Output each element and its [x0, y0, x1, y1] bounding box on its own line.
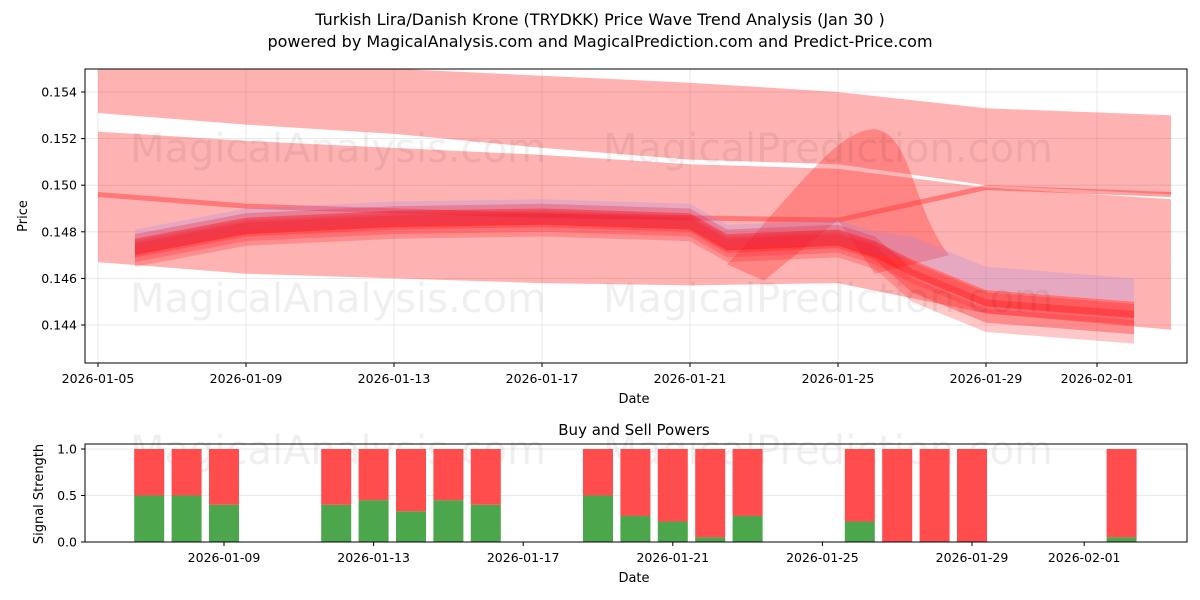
trend-ensemble-band — [135, 199, 1134, 302]
buy-bar — [732, 515, 763, 542]
bar-y-tick-label: 0.0 — [57, 535, 77, 550]
trend-ensemble-band — [135, 203, 1134, 335]
bar-y-label: Signal Strength — [32, 444, 47, 544]
chart-title: Turkish Lira/Danish Krone (TRYDKK) Price… — [315, 10, 885, 29]
y-tick-label: 0.148 — [41, 224, 77, 239]
peak-wave — [727, 129, 949, 281]
bar-x-tick-label: 2026-01-29 — [936, 550, 1009, 565]
sell-bar — [470, 449, 501, 505]
bar-x-axis: 2026-01-09 2026-01-13 2026-01-17 2026-01-21… — [188, 542, 1121, 565]
bar-chart-title: Buy and Sell Powers — [558, 421, 710, 439]
sell-bar — [882, 449, 913, 542]
sell-bar — [171, 449, 202, 496]
watermark-4: MagicalPrediction.com — [603, 276, 1053, 322]
buy-bar — [470, 504, 501, 542]
buy-bar — [620, 515, 651, 542]
x-tick-label: 2026-01-05 — [62, 371, 135, 386]
buy-bar — [171, 495, 202, 542]
main-y-axis: 0.144 0.146 0.148 0.150 0.152 0.154 — [41, 85, 85, 333]
main-y-label: Price — [16, 200, 31, 232]
y-tick-label: 0.150 — [41, 178, 77, 193]
trend-ensemble-band — [135, 213, 1134, 344]
wave-band-3 — [98, 196, 1171, 330]
watermark-3: MagicalAnalysis.com — [130, 276, 546, 322]
sell-bar — [620, 449, 651, 516]
x-tick-label: 2026-01-21 — [654, 371, 727, 386]
bar-x-tick-label: 2026-01-25 — [786, 550, 859, 565]
sell-bar — [583, 449, 613, 496]
x-tick-label: 2026-01-09 — [210, 371, 283, 386]
y-tick-label: 0.144 — [41, 318, 77, 333]
buy-bar — [209, 504, 239, 542]
buy-sell-chart: Buy and Sell Powers MagicalAnalysis.com … — [32, 421, 1188, 586]
bar-x-tick-label: 2026-01-21 — [636, 550, 709, 565]
watermark-2: MagicalPrediction.com — [603, 126, 1053, 172]
bar-y-tick-label: 0.5 — [57, 488, 77, 503]
buy-bar — [134, 495, 165, 542]
y-tick-label: 0.146 — [41, 271, 77, 286]
x-tick-label: 2026-01-29 — [950, 371, 1023, 386]
buy-bar — [358, 500, 389, 542]
sell-bar — [209, 449, 239, 505]
buy-bar — [657, 521, 688, 542]
x-tick-label: 2026-01-13 — [358, 371, 431, 386]
sell-bar — [919, 449, 950, 542]
sell-bar — [844, 449, 875, 522]
buy-bar — [695, 537, 726, 542]
sell-bar — [695, 449, 726, 538]
sell-bar — [1106, 449, 1137, 538]
wave-band-1 — [98, 69, 1171, 195]
x-tick-label: 2026-01-25 — [802, 371, 875, 386]
wave-bands — [97, 69, 1172, 344]
price-wave-chart: MagicalAnalysis.com MagicalPrediction.co… — [16, 68, 1188, 407]
bar-y-axis: 0.0 0.5 1.0 — [57, 442, 85, 550]
buy-bar — [433, 500, 464, 542]
y-tick-label: 0.152 — [41, 131, 77, 146]
bar-plot-frame — [84, 443, 1188, 543]
x-tick-label: 2026-01-17 — [506, 371, 579, 386]
sell-bar — [396, 449, 426, 512]
bar-series — [134, 449, 1137, 542]
bar-x-tick-label: 2026-01-09 — [188, 550, 261, 565]
main-x-axis: 2026-01-05 2026-01-09 2026-01-13 2026-01-17… — [62, 363, 1134, 386]
sell-bar — [732, 449, 763, 516]
sell-bar — [433, 449, 464, 501]
bar-x-tick-label: 2026-02-01 — [1048, 550, 1121, 565]
main-grid — [85, 69, 1187, 363]
buy-bar — [321, 504, 352, 542]
buy-bar — [1106, 537, 1137, 542]
bar-x-tick-label: 2026-01-13 — [337, 550, 410, 565]
y-tick-label: 0.154 — [41, 85, 77, 100]
sell-bar — [957, 449, 987, 542]
bar-y-tick-label: 1.0 — [57, 442, 77, 457]
sell-bar — [134, 449, 165, 496]
trend-ensemble-band — [135, 208, 1134, 318]
wave-band-2 — [98, 131, 1171, 260]
sell-bar — [358, 449, 389, 501]
bar-x-tick-label: 2026-01-17 — [487, 550, 560, 565]
sell-bar — [657, 449, 688, 522]
watermark-1: MagicalAnalysis.com — [130, 126, 546, 172]
x-tick-label: 2026-02-01 — [1061, 371, 1134, 386]
buy-bar — [396, 511, 426, 542]
main-plot-frame — [84, 68, 1188, 364]
trend-line — [97, 185, 1172, 223]
sell-bar — [321, 449, 352, 505]
main-x-label: Date — [618, 392, 649, 407]
bar-x-label: Date — [618, 571, 649, 586]
trend-ensemble-band — [135, 210, 1134, 325]
chart-subtitle: powered by MagicalAnalysis.com and Magic… — [267, 32, 933, 51]
buy-bar — [844, 521, 875, 542]
buy-bar — [583, 495, 613, 542]
